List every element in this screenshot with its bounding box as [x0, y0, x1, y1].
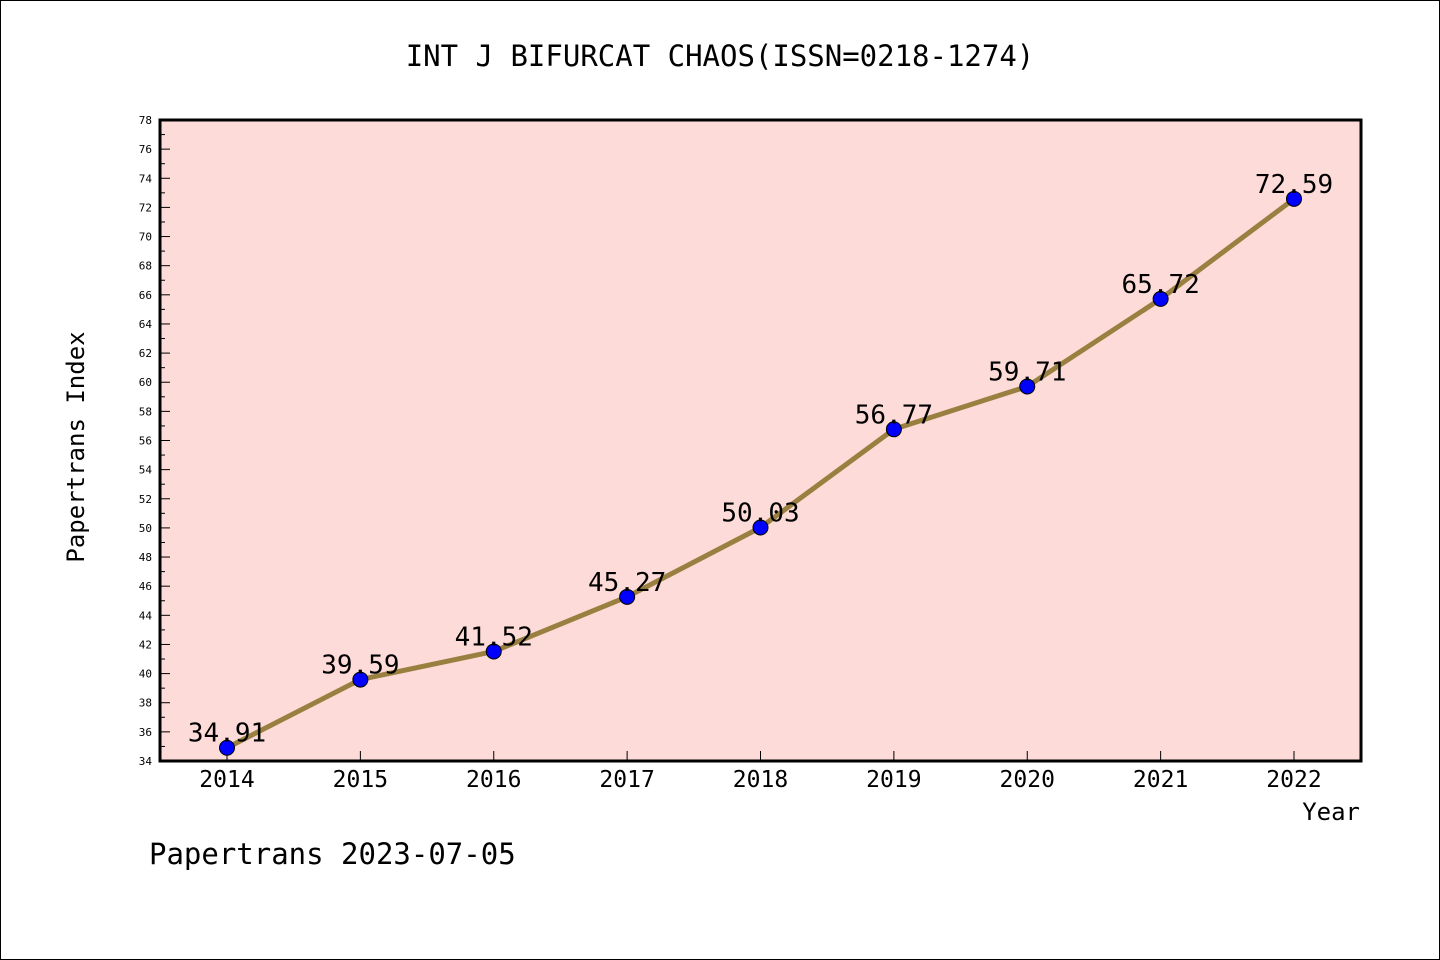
y-tick-label: 70 [139, 231, 152, 244]
data-labels: 34.91 39.59 41.52 45.27 50.03 56.77 59.71 65.72… [188, 170, 1333, 749]
data-label: 56.77 [855, 400, 933, 430]
x-tick-label: 2018 [733, 767, 788, 793]
y-tick-label: 72 [139, 201, 152, 214]
x-tick-label: 2020 [1000, 767, 1055, 793]
y-tick-label: 76 [139, 143, 152, 156]
y-tick-label: 36 [139, 726, 152, 739]
y-tick-label: 50 [139, 522, 152, 535]
x-axis-title: Year [1302, 798, 1360, 826]
x-tick-label: 2019 [866, 767, 921, 793]
plot-area [158, 118, 1363, 763]
y-tick-label: 78 [139, 114, 152, 127]
y-tick-label: 54 [139, 464, 153, 477]
x-tick-label: 2017 [599, 767, 654, 793]
y-axis: 34 36 38 40 42 44 46 48 50 52 54 56 58 60 62 64 66 68 70 72… [139, 114, 170, 768]
footer-text: Papertrans 2023-07-05 [149, 837, 516, 871]
data-point [1286, 190, 1302, 207]
x-tick-label: 2015 [333, 767, 388, 793]
y-tick-label: 44 [139, 609, 153, 622]
y-axis-title: Papertrans Index [62, 331, 90, 562]
y-tick-label: 62 [139, 347, 152, 360]
y-tick-label: 34 [139, 755, 153, 768]
y-tick-label: 58 [139, 405, 152, 418]
data-point [752, 519, 769, 536]
y-tick-label: 66 [139, 289, 152, 302]
x-axis: 2014 2015 2016 2017 2018 2019 2020 2021 2022 [199, 751, 1322, 793]
y-tick-label: 38 [139, 697, 152, 710]
data-point [885, 421, 902, 438]
data-label: 45.27 [588, 568, 666, 598]
y-tick-label: 46 [139, 580, 152, 593]
data-point [485, 643, 502, 660]
y-tick-label: 40 [139, 668, 152, 681]
y-tick-label: 48 [139, 551, 152, 564]
y-tick-label: 52 [139, 493, 152, 506]
data-point [219, 739, 235, 756]
data-point [619, 588, 636, 605]
data-label: 39.59 [321, 651, 399, 681]
y-tick-label: 64 [139, 318, 153, 331]
data-label: 65.72 [1121, 270, 1199, 300]
data-label: 59.71 [988, 357, 1066, 387]
y-tick-label: 74 [139, 172, 153, 185]
data-label: 72.59 [1255, 170, 1333, 200]
x-tick-label: 2014 [199, 767, 254, 793]
x-tick-label: 2016 [466, 767, 521, 793]
data-label: 34.91 [188, 719, 266, 749]
data-point [1019, 378, 1036, 395]
chart-title: INT J BIFURCAT CHAOS(ISSN=0218-1274) [406, 39, 1035, 73]
data-label: 50.03 [721, 498, 799, 528]
x-tick-label: 2022 [1266, 767, 1321, 793]
x-tick-label: 2021 [1133, 767, 1188, 793]
series-markers [219, 190, 1302, 756]
y-tick-label: 60 [139, 376, 152, 389]
y-tick-label: 56 [139, 435, 152, 448]
data-point [352, 671, 369, 688]
data-label: 41.52 [455, 622, 533, 652]
data-point [1152, 290, 1169, 307]
y-tick-label: 42 [139, 638, 152, 651]
y-tick-label: 68 [139, 260, 152, 273]
